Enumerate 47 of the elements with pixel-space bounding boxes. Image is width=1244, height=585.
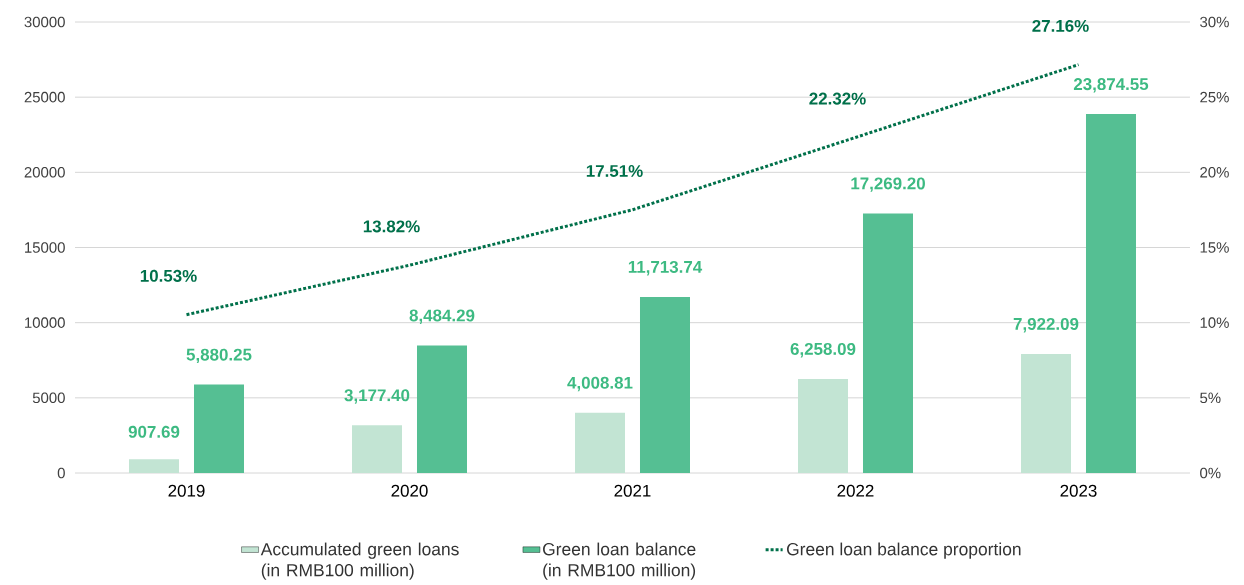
- y-tick-label: 5000: [32, 392, 65, 404]
- y2-tick-label: 25%: [1200, 91, 1229, 103]
- x-tick-label: 2023: [1060, 484, 1097, 497]
- y-tick-label: 10000: [25, 317, 65, 328]
- y2-tick-label: 10%: [1200, 317, 1229, 328]
- y-tick-label: 0: [57, 467, 65, 479]
- bar: [129, 459, 179, 473]
- data-label: 907.69: [128, 425, 180, 438]
- bar: [574, 412, 625, 473]
- data-label: 27.16%: [1032, 19, 1089, 32]
- data-label: 3,177.40: [344, 389, 410, 404]
- bar: [352, 425, 402, 473]
- data-label: 11,713.74: [628, 260, 703, 276]
- bar: [797, 378, 848, 473]
- data-label: 6,258.09: [790, 342, 856, 358]
- y-tick-label: 30000: [24, 16, 65, 28]
- x-tick-label: 2020: [391, 484, 428, 497]
- bar: [862, 213, 913, 473]
- x-tick-label: 2022: [837, 484, 874, 497]
- bar: [639, 296, 690, 473]
- bar: [1085, 114, 1136, 473]
- bar: [417, 345, 467, 473]
- data-label: 4,008.81: [567, 376, 633, 392]
- data-label: 13.82%: [363, 220, 420, 233]
- data-label: 5,880.25: [186, 348, 252, 364]
- bar: [194, 384, 244, 473]
- bar: [1020, 353, 1071, 473]
- legend-label: Green loan balance (in RMB100 million): [543, 542, 696, 580]
- y2-tick-label: 15%: [1200, 242, 1229, 253]
- x-tick-label: 2019: [168, 484, 205, 497]
- data-label: 17.51%: [586, 165, 643, 177]
- data-label: 7,922.09: [1013, 317, 1079, 333]
- data-label: 17,269.20: [851, 177, 925, 192]
- y2-tick-label: 0%: [1200, 467, 1221, 479]
- y-tick-label: 20000: [24, 167, 65, 178]
- y2-tick-label: 30%: [1200, 16, 1229, 28]
- y-tick-label: 15000: [25, 242, 65, 253]
- data-label: 23,874.55: [1073, 78, 1149, 93]
- y2-tick-label: 20%: [1200, 167, 1229, 178]
- data-label: 22.32%: [809, 92, 866, 105]
- data-label: 10.53%: [140, 269, 197, 282]
- y-tick-label: 25000: [24, 91, 65, 103]
- y2-tick-label: 5%: [1200, 392, 1221, 404]
- x-tick-label: 2021: [614, 484, 651, 497]
- legend-label: Green loan balance proportion: [786, 542, 1021, 559]
- legend-label: Accumulated green loans (in RMB100 million): [260, 542, 459, 580]
- data-label: 8,484.29: [409, 309, 475, 324]
